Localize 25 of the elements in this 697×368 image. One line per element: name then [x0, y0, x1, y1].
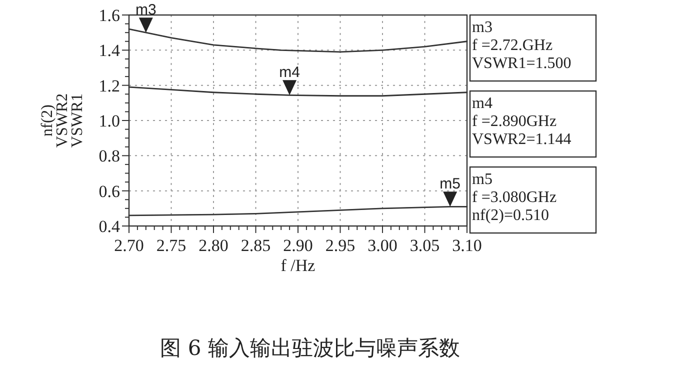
y-tick-label: 1.2 [98, 76, 120, 96]
x-tick-label: 3.10 [452, 236, 482, 255]
y-tick-label: 1.4 [98, 41, 120, 60]
x-tick-label: 2.70 [114, 236, 144, 255]
y-tick-label: 0.6 [98, 182, 120, 201]
text: m5 f =3.080GHz nf(2)=0.510 [472, 171, 557, 224]
x-axis-title: f /Hz [280, 256, 316, 275]
caption: 图 6 输入输出驻波比与噪声系数 [160, 336, 460, 360]
x-tick-label: 2.75 [156, 236, 186, 255]
annotation: m3 [135, 2, 156, 19]
annotation: m5 [440, 176, 461, 193]
y-tick-label: 0.4 [98, 217, 120, 236]
x-tick-label: 2.80 [198, 236, 228, 255]
y-axis-title: nf(2) VSWR2 VSWR1 [39, 93, 86, 148]
text: m4 f =2.890GHz VSWR2=1.144 [472, 95, 572, 148]
x-tick-label: 2.95 [325, 236, 356, 255]
x-tick-label: 3.00 [368, 236, 398, 255]
text: m3 f =2.72.GHz VSWR1=1.500 [472, 19, 572, 72]
y-tick-label: 1.0 [98, 112, 120, 130]
y-tick-label: 0.8 [98, 146, 120, 166]
y-tick-label: 1.6 [98, 6, 120, 25]
annotation: m4 [279, 64, 300, 82]
x-tick-label: 2.90 [283, 236, 313, 255]
x-tick-label: 2.85 [240, 236, 271, 255]
x-tick-label: 3.05 [410, 236, 440, 255]
